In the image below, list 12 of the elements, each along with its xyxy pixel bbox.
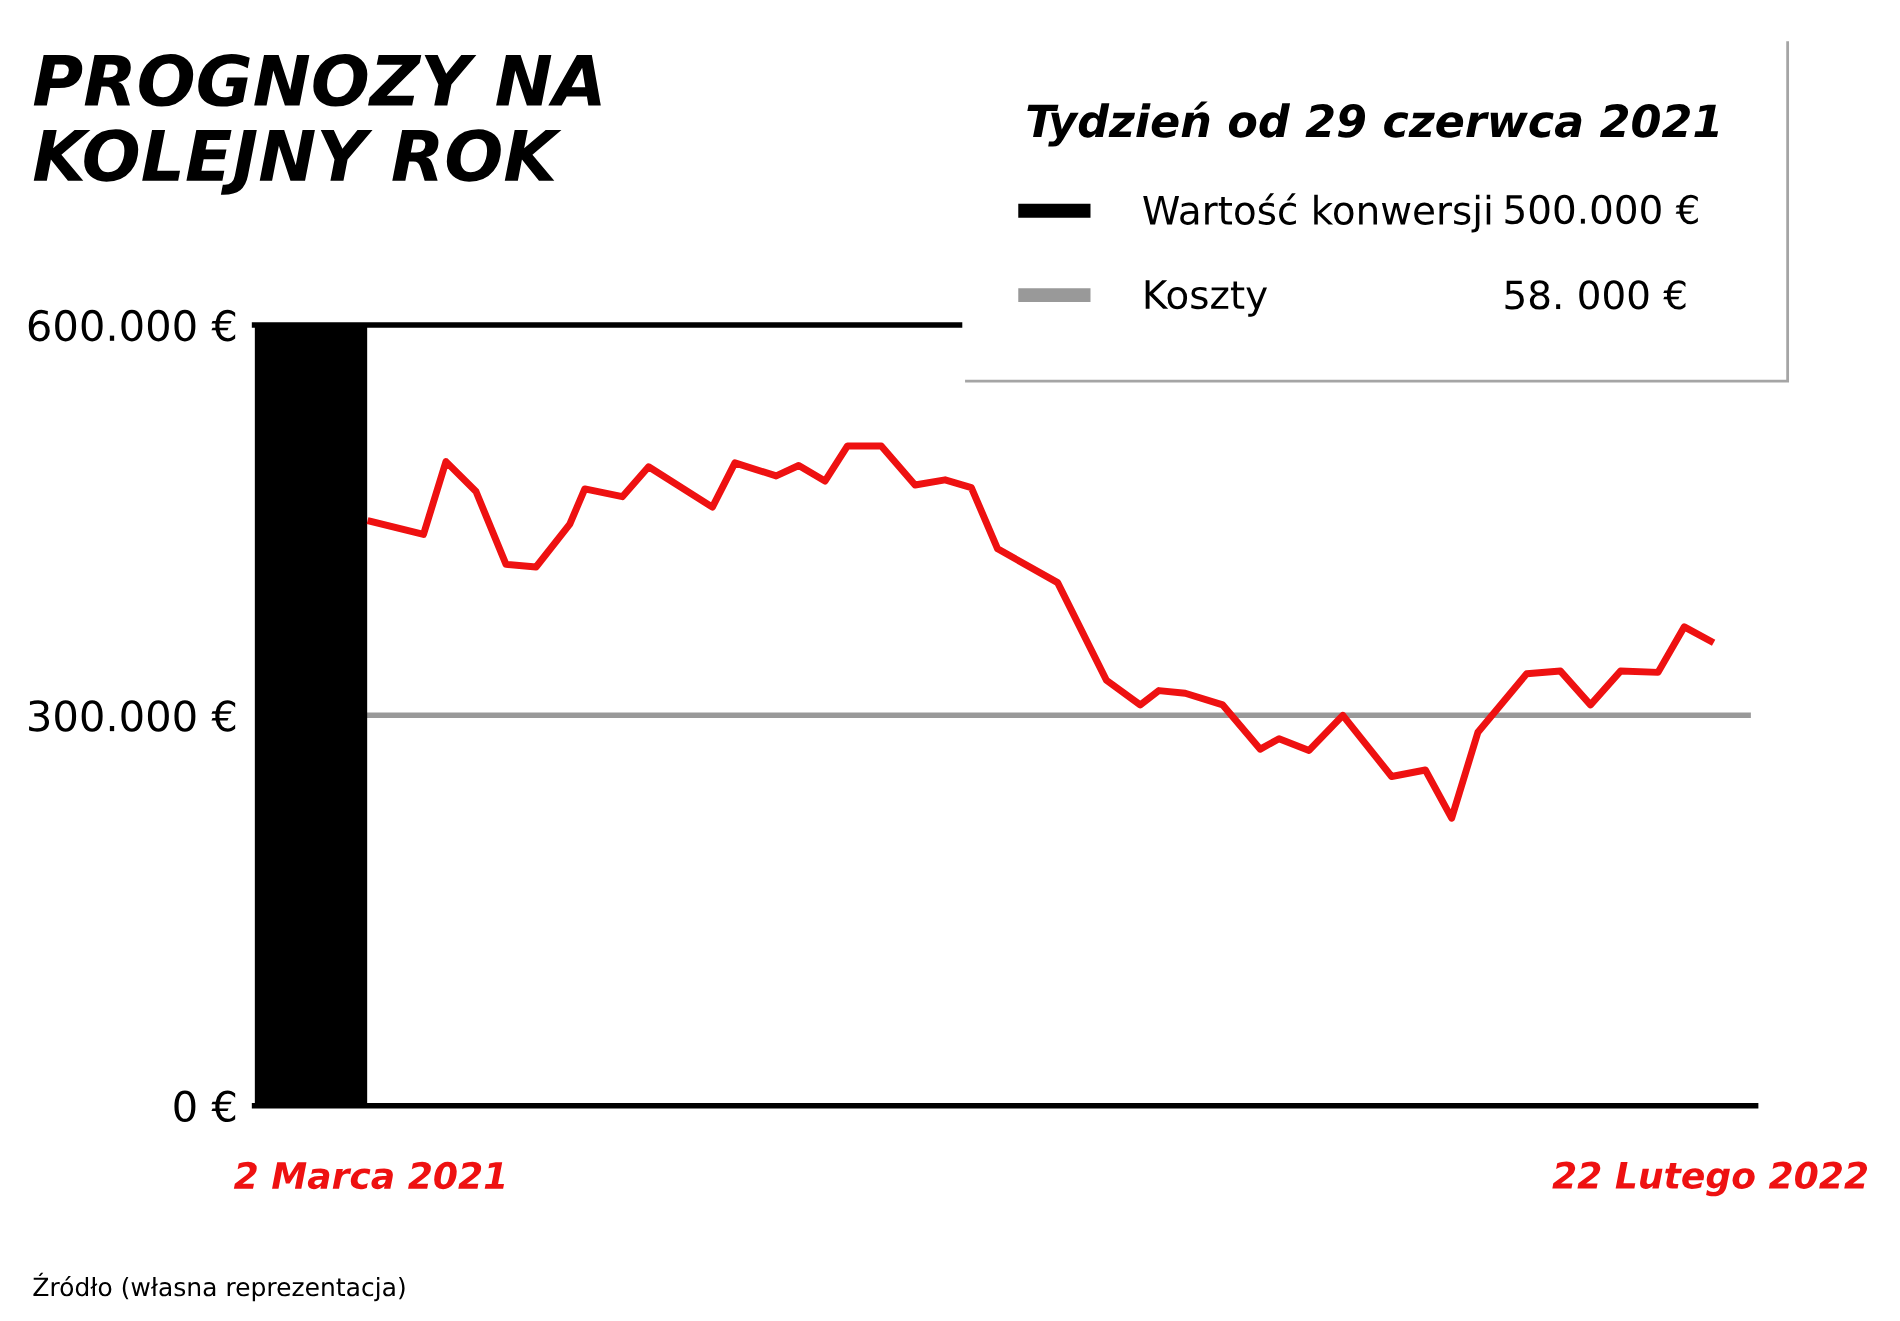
y-tick-label: 300.000 € [29,700,236,732]
text: 58. 000 € [1505,280,1686,310]
legend-label: Wartość konwersji [1143,193,1491,233]
x-tick-label: 2 Marca 2021 [233,1161,505,1190]
legend-title: Tydzień od 29 czerwca 2021 [1027,101,1719,147]
y-tick-label: 600.000 € [28,309,236,342]
legend-label: Koszty [1145,280,1268,317]
text: Źródło (własna reprezentacja) [33,1272,405,1302]
chart-title: PROGNOZY NA KOLEJNY ROK [33,54,601,195]
text: 500.000 € [1505,194,1698,225]
y-tick-label: 0 € [174,1090,236,1123]
x-tick-label: 22 Lutego 2022 [1552,1161,1868,1197]
